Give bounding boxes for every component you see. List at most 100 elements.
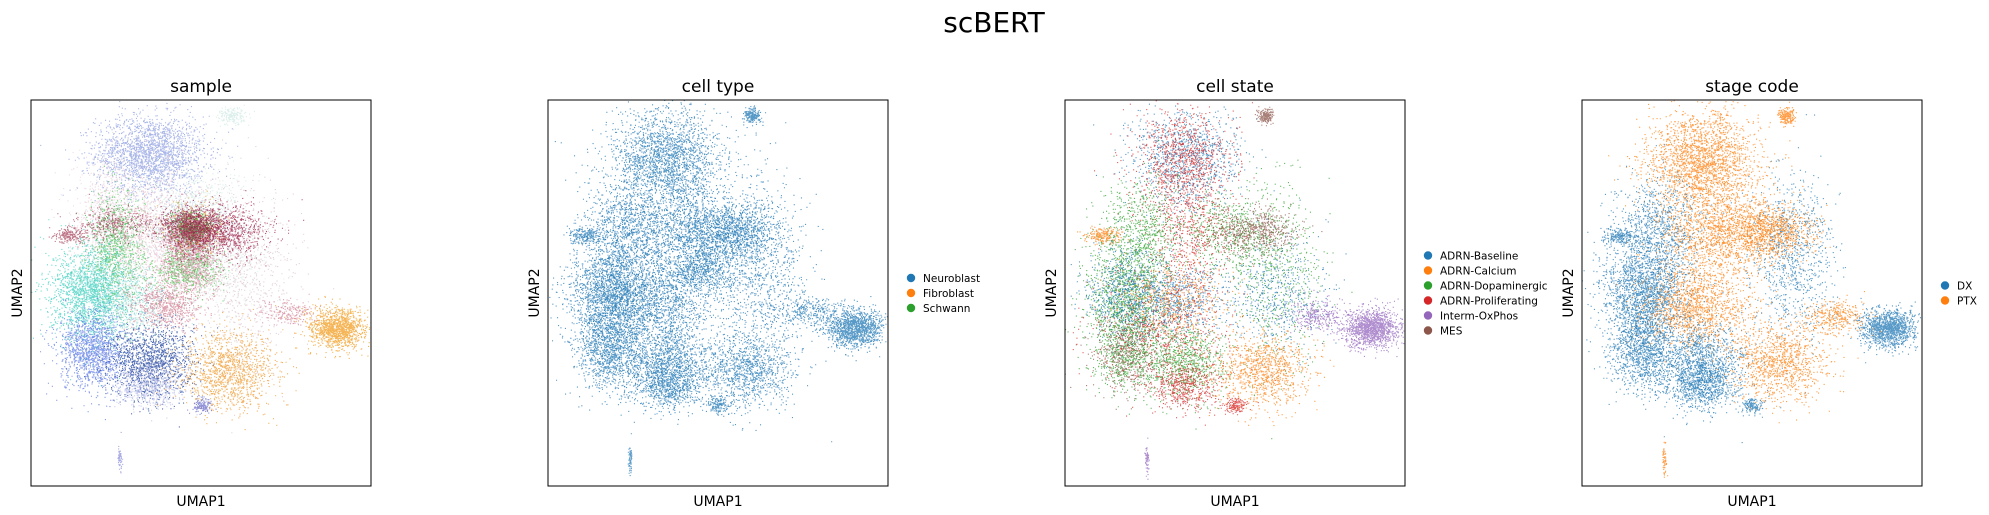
cluster-4-7	[1730, 114, 1862, 409]
cluster-1-24	[66, 290, 219, 428]
plot-frame-4	[1581, 99, 1923, 487]
cluster-1-25	[156, 305, 318, 431]
cluster-1-11	[31, 217, 155, 387]
cluster-4-3	[1625, 125, 1771, 337]
cluster-3-21	[1219, 397, 1251, 416]
cluster-2-18	[563, 226, 608, 246]
legend-marker	[906, 288, 916, 298]
figure-title: scBERT	[943, 6, 1045, 39]
legend-label: ADRN-Dopaminergic	[1440, 280, 1548, 292]
cluster-4-17	[1587, 223, 1643, 247]
cluster-4-8	[1710, 199, 1831, 270]
legend-marker	[1940, 281, 1950, 290]
cluster-1-10	[57, 193, 180, 244]
legend-label: MES	[1440, 325, 1463, 337]
cluster-3-10	[1208, 159, 1353, 440]
cluster-1-32	[48, 226, 89, 248]
cluster-2-9	[687, 185, 803, 272]
y-axis-label-3: UMAP2	[1044, 268, 1060, 317]
cluster-1-22	[149, 233, 246, 298]
panel-title-3: cell state	[1196, 77, 1274, 97]
panel-title-1: sample	[170, 77, 232, 97]
legend-4: DX PTX	[1940, 280, 1977, 307]
cluster-2-13	[618, 348, 719, 423]
x-axis-label-1: UMAP1	[176, 494, 225, 510]
legend-label: DX	[1957, 280, 1972, 292]
cluster-4-15	[1737, 393, 1767, 418]
legend-marker	[906, 303, 916, 313]
cluster-3-5	[1165, 172, 1300, 284]
cluster-2-14	[814, 296, 888, 362]
legend-label: Fibroblast	[923, 288, 974, 300]
cluster-1-23	[39, 295, 142, 421]
cluster-2-8	[694, 132, 833, 443]
cluster-4-4	[1678, 161, 1828, 285]
legend-marker	[1940, 296, 1950, 305]
cluster-2-1	[554, 100, 787, 234]
panel-title-2: cell type	[682, 77, 755, 97]
cluster-2-3	[587, 133, 739, 328]
cluster-4-1	[1608, 100, 1793, 234]
cluster-3-2	[1094, 100, 1255, 221]
legend-marker	[1423, 296, 1433, 305]
legend-label: Interm-OxPhos	[1440, 310, 1518, 322]
cluster-1-29	[216, 104, 255, 130]
scatter-panel-4: stage code UMAP1 UMAP2 DX PTX	[1561, 77, 1977, 510]
cluster-3-7	[1070, 215, 1190, 369]
cluster-4-2	[1592, 144, 1725, 324]
panel-title-4: stage code	[1705, 77, 1799, 97]
scatter-points-1	[31, 101, 371, 474]
cluster-2-19	[627, 433, 633, 477]
cluster-2-11	[589, 301, 741, 425]
cluster-3-19	[1328, 297, 1405, 359]
cluster-2-16	[699, 392, 732, 416]
cluster-2-12	[654, 313, 827, 431]
legend-marker	[906, 273, 916, 283]
cluster-3-22	[1254, 106, 1275, 127]
cluster-3-12	[1189, 198, 1323, 265]
cluster-3-23	[1077, 225, 1129, 246]
legend-marker	[1423, 266, 1433, 275]
cluster-2-6	[566, 238, 737, 359]
cluster-4-13	[1847, 301, 1922, 364]
legend-label: ADRN-Calcium	[1440, 265, 1516, 277]
cluster-1-27	[99, 350, 202, 422]
y-axis-label-1: UMAP2	[10, 268, 26, 317]
cluster-4-10	[1624, 301, 1765, 444]
cluster-4-5	[1582, 213, 1724, 363]
x-axis-label-4: UMAP1	[1727, 494, 1776, 510]
legend-label: PTX	[1957, 295, 1977, 307]
cluster-4-18	[1662, 441, 1669, 478]
plot-frame-3	[1064, 99, 1406, 487]
cluster-1-30	[117, 431, 124, 474]
legend-marker	[1423, 326, 1433, 335]
cluster-1-19	[163, 205, 219, 257]
cluster-1-31	[249, 293, 332, 326]
legend-marker	[1423, 281, 1433, 290]
cluster-2-7	[658, 237, 754, 309]
legend-marker	[1423, 311, 1433, 320]
cluster-4-9	[1586, 287, 1698, 410]
legend-3: ADRN-Baseline ADRN-Calcium ADRN-Dopaminerg…	[1423, 250, 1548, 337]
cluster-3-13	[1074, 294, 1178, 415]
x-axis-label-3: UMAP1	[1210, 494, 1259, 510]
scatter-panel-2: cell type UMAP1 UMAP2 Neuroblast Fibroblast S…	[527, 77, 980, 510]
cluster-4-16	[1777, 107, 1797, 128]
cluster-1-7	[154, 209, 236, 307]
cluster-2-17	[741, 105, 767, 127]
scatter-points-3	[1065, 100, 1405, 480]
legend-marker	[1423, 251, 1433, 260]
cluster-3-1	[1093, 100, 1267, 226]
legend-label: ADRN-Baseline	[1440, 250, 1518, 262]
cluster-4-14	[1788, 291, 1882, 338]
scatter-panel-1: sample UMAP1 UMAP2	[10, 77, 372, 510]
legend-2: Neuroblast Fibroblast Schwann	[906, 273, 980, 315]
cluster-1-1	[40, 101, 239, 237]
cluster-1-16	[152, 196, 291, 322]
y-axis-label-2: UMAP2	[527, 268, 543, 317]
legend-label: Neuroblast	[923, 273, 980, 285]
cluster-3-24	[1144, 437, 1150, 480]
plot-frame-2	[547, 99, 889, 487]
scatter-points-2	[549, 100, 888, 477]
